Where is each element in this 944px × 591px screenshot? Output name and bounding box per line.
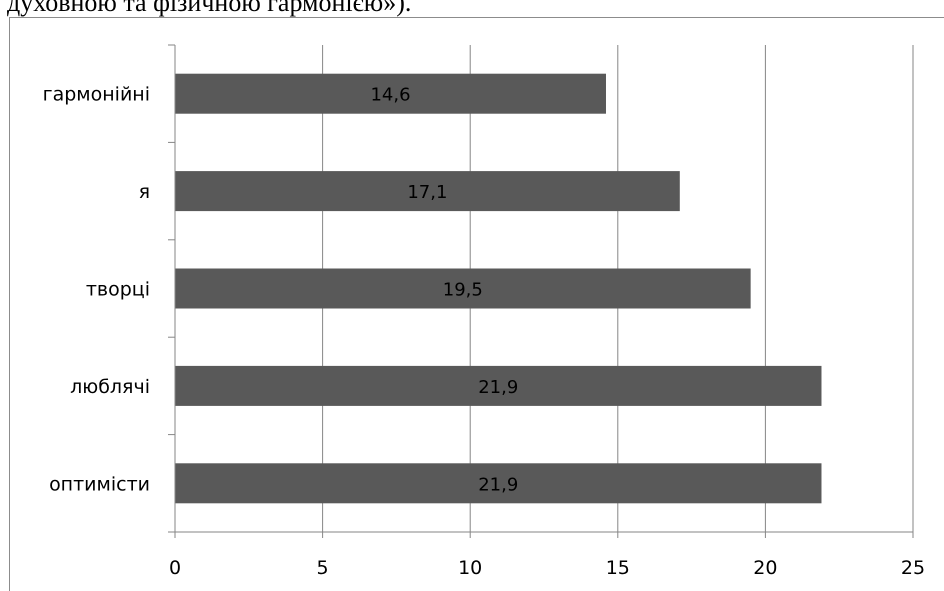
category-label: люблячі — [70, 376, 150, 398]
category-label: я — [139, 181, 150, 203]
x-tick-label: 5 — [317, 557, 329, 579]
bar — [175, 73, 606, 114]
category-label: оптимісти — [49, 473, 150, 495]
x-tick-label: 25 — [901, 557, 925, 579]
bar — [175, 171, 680, 212]
x-tick-label: 10 — [458, 557, 482, 579]
data-label: 21,9 — [478, 377, 518, 398]
data-label: 21,9 — [478, 474, 518, 495]
data-label: 17,1 — [407, 182, 447, 203]
category-label: гармонійні — [43, 84, 150, 106]
x-tick-label: 20 — [753, 557, 777, 579]
x-tick-label: 0 — [169, 557, 181, 579]
x-tick-label: 15 — [606, 557, 630, 579]
bar — [175, 463, 822, 504]
bar — [175, 365, 822, 406]
bars — [175, 73, 822, 504]
data-label: 14,6 — [370, 85, 410, 106]
category-label: творці — [86, 279, 150, 301]
axes — [168, 44, 914, 538]
bar — [175, 268, 751, 309]
data-label: 19,5 — [443, 280, 483, 301]
caption-fragment: , духовною та фізичною гармонією»). — [0, 0, 412, 17]
labels: 0 5 10 15 20 25 гармонійні 14,6 я 17,1 творці 19,5 л… — [43, 84, 926, 579]
